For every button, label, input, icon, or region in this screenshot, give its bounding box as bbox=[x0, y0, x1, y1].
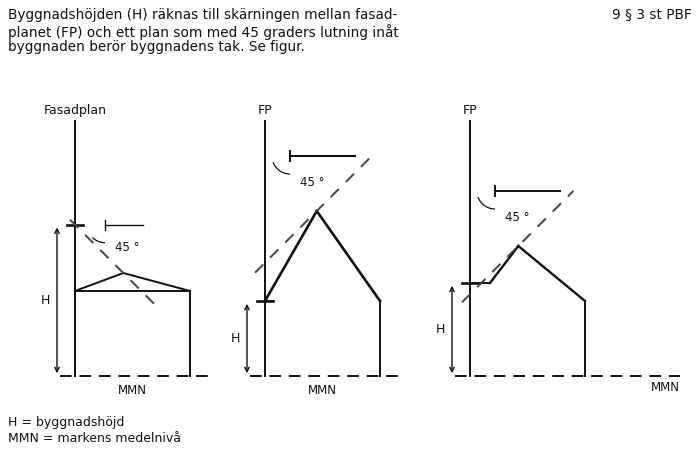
Text: 45 °: 45 ° bbox=[115, 241, 139, 254]
Text: MMN: MMN bbox=[308, 384, 337, 397]
Text: byggnaden berör byggnadens tak. Se figur.: byggnaden berör byggnadens tak. Se figur… bbox=[8, 40, 305, 54]
Text: Fasadplan: Fasadplan bbox=[43, 104, 106, 117]
Text: 45 °: 45 ° bbox=[505, 211, 529, 224]
Text: FP: FP bbox=[258, 104, 272, 117]
Text: Byggnadshöjden (H) räknas till skärningen mellan fasad-: Byggnadshöjden (H) räknas till skärninge… bbox=[8, 8, 398, 22]
Text: planet (FP) och ett plan som med 45 graders lutning inåt: planet (FP) och ett plan som med 45 grad… bbox=[8, 24, 399, 40]
Text: 45 °: 45 ° bbox=[300, 176, 325, 189]
Text: 9 § 3 st PBF: 9 § 3 st PBF bbox=[612, 8, 692, 22]
Text: MMN: MMN bbox=[651, 381, 680, 394]
Text: H: H bbox=[435, 323, 444, 336]
Text: H: H bbox=[230, 332, 239, 345]
Text: MMN = markens medelnivå: MMN = markens medelnivå bbox=[8, 432, 181, 445]
Text: MMN: MMN bbox=[118, 384, 147, 397]
Text: FP: FP bbox=[463, 104, 477, 117]
Text: H: H bbox=[41, 294, 50, 307]
Text: H = byggnadshöjd: H = byggnadshöjd bbox=[8, 416, 125, 429]
